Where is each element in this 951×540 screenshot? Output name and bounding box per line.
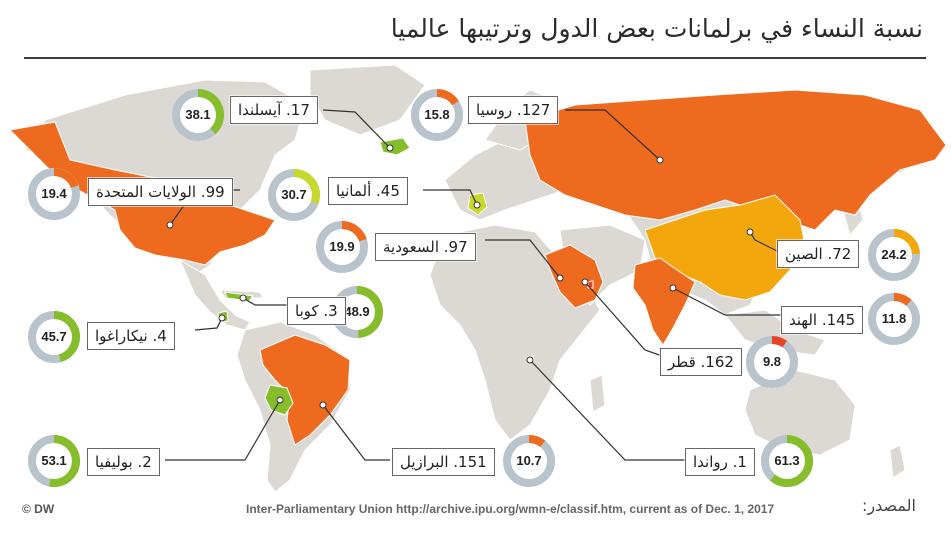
- leader-cuba: [242, 297, 287, 306]
- donut-arc: [868, 229, 920, 281]
- dot-brazil: [319, 401, 327, 409]
- donut-arc: [28, 168, 80, 220]
- label-rwanda: 1. رواندا: [685, 448, 755, 476]
- dot-bolivia: [276, 396, 284, 404]
- donut-arc: [761, 435, 813, 487]
- value-iceland: 38.1: [185, 107, 211, 122]
- donut-arc: [868, 293, 920, 345]
- dot-germany: [473, 201, 481, 209]
- value-usa: 19.4: [41, 186, 67, 201]
- value-brazil: 10.7: [516, 453, 542, 468]
- leader-rwanda: [529, 359, 685, 461]
- leader-saudi: [485, 239, 561, 279]
- donut-india: 11.8: [867, 292, 921, 346]
- donut-iceland: 38.1: [171, 88, 225, 142]
- land-new-zealand: [889, 444, 906, 479]
- source-text: Inter-Parliamentary Union http://archive…: [246, 502, 775, 516]
- map-canvas: [8, 64, 946, 493]
- country-iceland: [379, 137, 411, 156]
- label-germany: 45. ألمانيا: [328, 177, 408, 205]
- leader-russia: [565, 109, 661, 161]
- dot-rwanda: [526, 356, 534, 364]
- value-rwanda: 61.3: [774, 453, 800, 468]
- value-india: 11.8: [881, 311, 907, 326]
- label-usa: 99. الولايات المتحدة: [88, 178, 233, 206]
- donut-arc: [268, 169, 320, 221]
- label-china: 72. الصين: [777, 240, 860, 268]
- leader-nicaragua: [194, 317, 223, 331]
- label-russia: 127. روسيا: [468, 96, 559, 124]
- donut-arc: [503, 435, 555, 487]
- leader-iceland: [322, 109, 391, 149]
- dot-russia: [656, 156, 664, 164]
- dot-saudi: [556, 274, 564, 282]
- label-india: 145. الهند: [781, 306, 864, 334]
- value-germany: 30.7: [281, 187, 307, 202]
- donut-china: 24.2: [867, 228, 921, 282]
- value-qatar: 9.8: [762, 354, 782, 369]
- donut-arc: [28, 435, 80, 487]
- land-southeast-asia: [724, 309, 826, 356]
- value-bolivia: 53.1: [41, 453, 67, 468]
- leader-qatar: [584, 281, 666, 358]
- label-saudi: 97. السعودية: [375, 233, 476, 261]
- leader-germany: [423, 189, 478, 206]
- donut-qatar: 9.8: [745, 335, 799, 389]
- donut-arc: [331, 286, 383, 338]
- value-saudi: 19.9: [329, 239, 355, 254]
- donut-arc: [411, 89, 463, 141]
- dot-india: [669, 284, 677, 292]
- donut-nicaragua: 45.7: [27, 310, 81, 364]
- value-cuba: 48.9: [344, 304, 370, 319]
- country-brazil: [259, 334, 351, 446]
- country-dots: [166, 144, 754, 409]
- dw-logo: © DW: [22, 502, 55, 516]
- value-russia: 15.8: [424, 107, 450, 122]
- value-nicaragua: 45.7: [41, 329, 67, 344]
- leader-brazil: [322, 404, 390, 461]
- dot-usa: [166, 221, 174, 229]
- country-russia: [524, 89, 946, 231]
- land-australia: [744, 369, 856, 456]
- label-nicaragua: 4. نيكاراغوا: [87, 322, 175, 350]
- leader-bolivia: [165, 399, 281, 461]
- source-label: المصدر:: [862, 496, 916, 515]
- donut-bolivia: 53.1: [27, 434, 81, 488]
- leader-lines: [165, 109, 786, 461]
- donut-arc: [28, 311, 80, 363]
- donut-rwanda: 61.3: [760, 434, 814, 488]
- label-qatar: 162. قطر: [660, 348, 742, 376]
- donut-arc: [316, 221, 368, 273]
- label-cuba: 3. كوبا: [287, 297, 346, 325]
- title-divider: [24, 57, 926, 59]
- dot-cuba: [239, 294, 247, 302]
- donut-arc: [746, 336, 798, 388]
- country-india: [632, 257, 696, 346]
- dot-qatar: [581, 278, 589, 286]
- page-title: نسبة النساء في برلمانات بعض الدول وترتيب…: [390, 14, 923, 43]
- label-iceland: 17. آيسلندا: [230, 96, 318, 124]
- value-china: 24.2: [881, 247, 907, 262]
- land-central-america: [178, 258, 251, 331]
- leader-india: [672, 287, 785, 316]
- donut-arc: [172, 89, 224, 141]
- country-saudi: [544, 244, 604, 309]
- land-madagascar: [589, 374, 606, 413]
- world-map: 38.1 17. آيسلندا 15.8 127. روسيا 19.4 99…: [5, 60, 946, 495]
- donut-russia: 15.8: [410, 88, 464, 142]
- dot-china: [746, 228, 754, 236]
- donut-germany: 30.7: [267, 168, 321, 222]
- dot-iceland: [386, 144, 394, 152]
- label-brazil: 151. البرازيل: [392, 448, 495, 476]
- label-bolivia: 2. بوليفيا: [87, 448, 160, 476]
- donut-usa: 19.4: [27, 167, 81, 221]
- dot-nicaragua: [218, 314, 226, 322]
- donut-brazil: 10.7: [502, 434, 556, 488]
- donut-saudi: 19.9: [315, 220, 369, 274]
